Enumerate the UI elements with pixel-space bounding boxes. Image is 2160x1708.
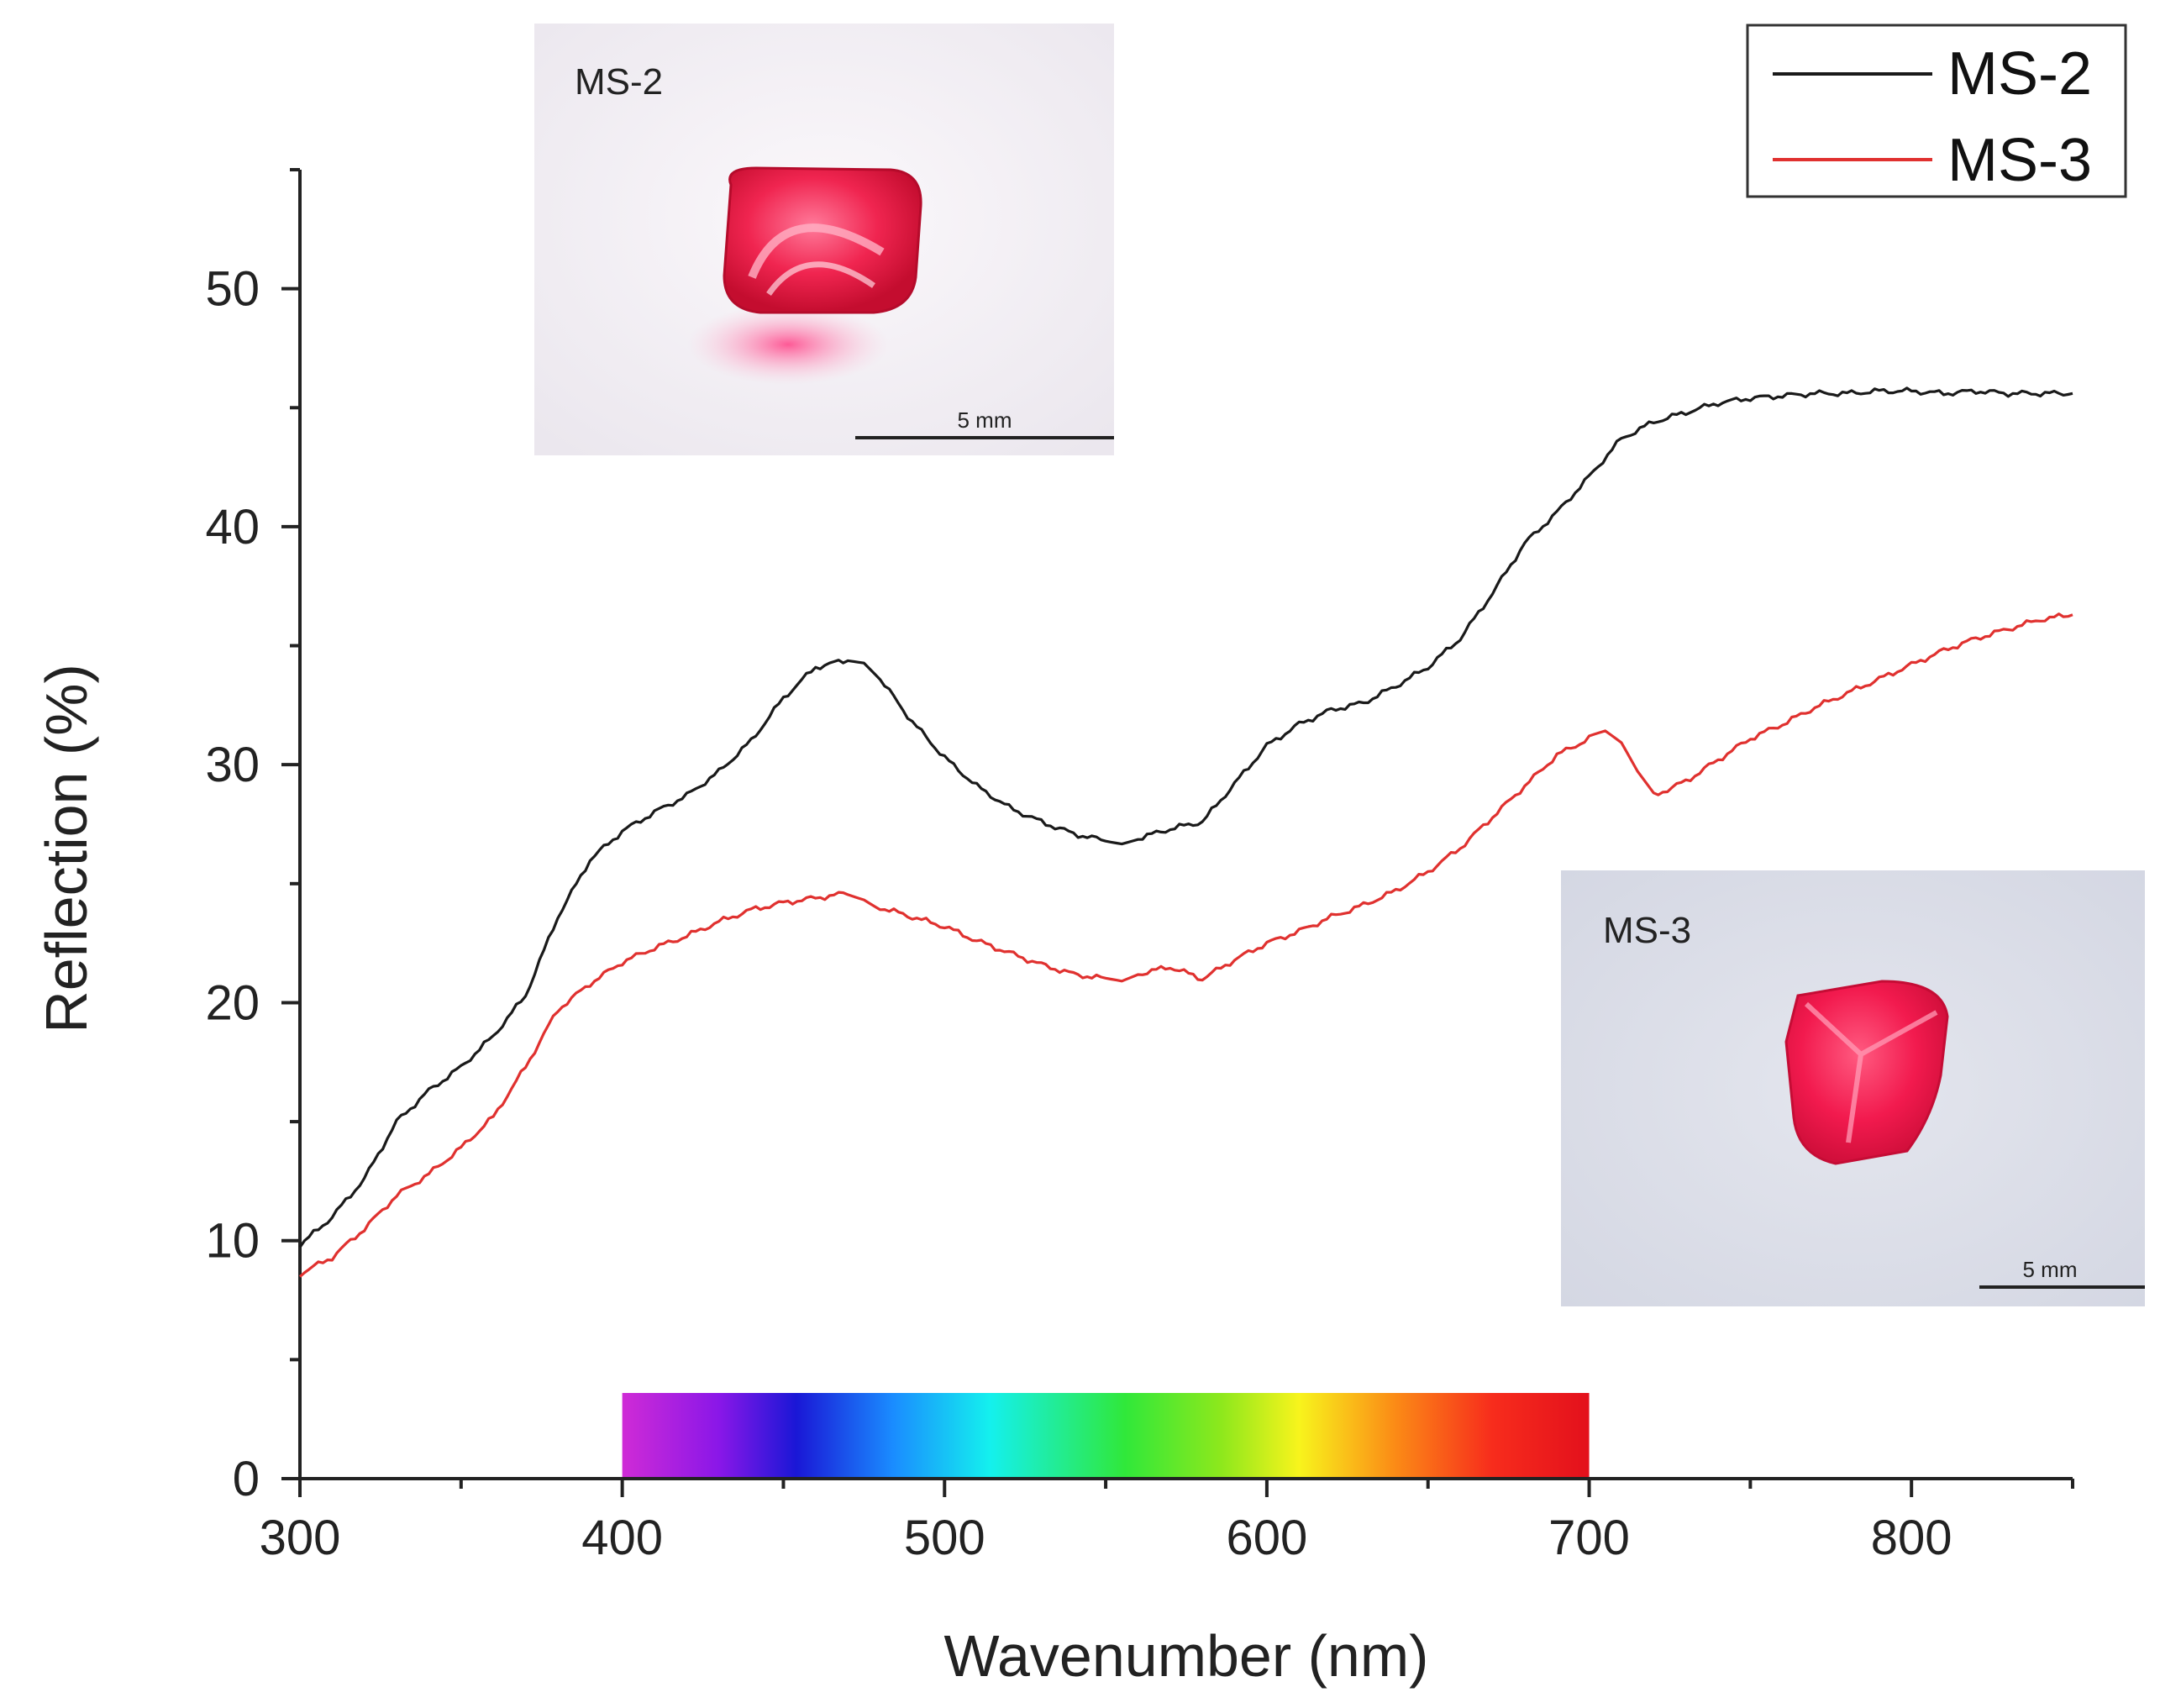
y-tick-label: 10 <box>205 1214 260 1269</box>
x-tick-label: 600 <box>1227 1511 1308 1565</box>
inset-ms2-gem-facet-2 <box>766 261 875 297</box>
x-axis-title: Wavenumber (nm) <box>944 1623 1429 1689</box>
visible-spectrum-bar <box>622 1393 1590 1477</box>
y-tick-label: 30 <box>205 738 260 792</box>
inset-ms3-scale-label: 5 mm <box>2023 1257 2078 1282</box>
y-tick-label: 0 <box>233 1452 260 1506</box>
inset-ms2-gem-icon <box>723 166 922 314</box>
inset-ms2-label: MS-2 <box>575 61 663 102</box>
y-tick-label: 50 <box>205 262 260 317</box>
series-line-ms-2 <box>298 386 2073 1248</box>
legend-label-ms2: MS-2 <box>1947 40 2092 108</box>
y-ticks: 0 10 20 30 40 50 <box>205 168 300 1506</box>
y-axis-title: Reflection (%) <box>34 664 99 1033</box>
inset-ms2-gem-facet <box>748 223 885 279</box>
inset-ms3-label: MS-3 <box>1603 910 1691 951</box>
x-ticks: 300 400 500 600 700 800 <box>260 1479 2074 1565</box>
inset-ms2-scale-label: 5 mm <box>958 407 1012 433</box>
inset-photo-ms2: MS-2 5 mm <box>534 24 1114 455</box>
legend-label-ms3: MS-3 <box>1947 127 2092 194</box>
series-layer <box>298 386 2073 1278</box>
legend-frame <box>1746 24 2127 198</box>
x-tick-label: 400 <box>581 1511 663 1565</box>
x-tick-label: 800 <box>1871 1511 1952 1565</box>
x-tick-label: 500 <box>904 1511 985 1565</box>
inset-ms2-reflection <box>687 304 889 385</box>
legend: MS-2 MS-3 <box>1746 24 2127 198</box>
series-line-ms-3 <box>298 612 2073 1278</box>
x-tick-label: 700 <box>1548 1511 1630 1565</box>
x-tick-label: 300 <box>260 1511 341 1565</box>
inset-ms3-gem-facet <box>1804 1001 1938 1143</box>
inset-photo-ms3: MS-3 5 mm <box>1561 870 2145 1306</box>
axes <box>298 170 2073 1480</box>
y-tick-label: 20 <box>205 975 260 1030</box>
y-tick-label: 40 <box>205 500 260 554</box>
